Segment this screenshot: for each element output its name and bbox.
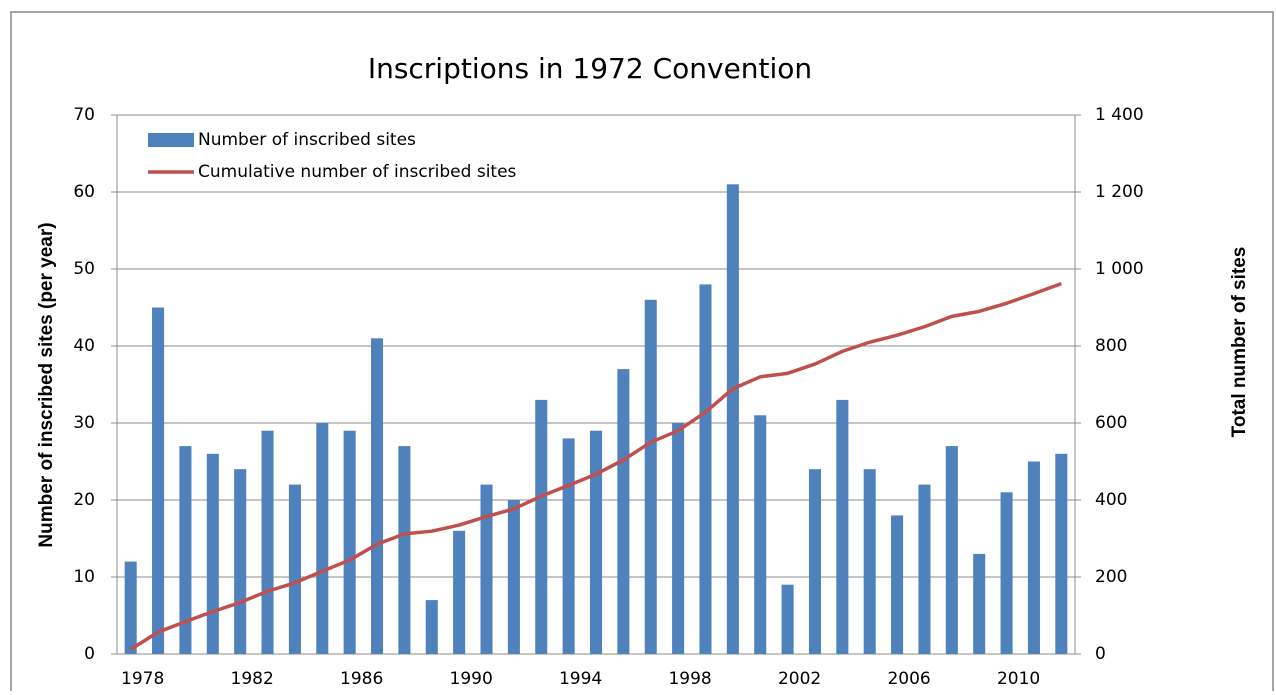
bar — [1027, 461, 1040, 654]
bar — [891, 515, 904, 654]
bar — [836, 399, 849, 654]
legend-label: Number of inscribed sites — [198, 130, 416, 150]
y-tick-label: 10 — [73, 567, 95, 587]
x-tick-label: 1978 — [121, 669, 164, 689]
y2-axis-title: Total number of sites — [1229, 247, 1250, 438]
line — [129, 281, 1062, 651]
bar — [781, 584, 794, 654]
chart-title: Inscriptions in 1972 Convention — [368, 52, 812, 85]
bar — [699, 284, 712, 654]
bar — [453, 530, 466, 654]
bar — [589, 430, 603, 654]
bar — [562, 438, 575, 654]
bar — [179, 446, 192, 654]
bar — [617, 369, 630, 654]
bar — [918, 484, 931, 654]
x-tick-label: 2010 — [997, 669, 1040, 689]
bar — [425, 600, 438, 654]
y-tick-label: 30 — [73, 413, 95, 433]
y-tick-label: 20 — [73, 490, 95, 510]
x-tick-label: 1986 — [340, 669, 383, 689]
bar — [152, 307, 165, 654]
bar — [726, 184, 739, 655]
y2-tick-label: 0 — [1095, 644, 1106, 664]
x-tick-label: 1990 — [450, 669, 493, 689]
frame — [10, 11, 1274, 695]
x-tick-label: 2002 — [778, 669, 821, 689]
y-tick-label: 70 — [73, 105, 95, 125]
bar — [644, 299, 657, 654]
x-tick-label: 1998 — [668, 669, 711, 689]
bar — [398, 446, 411, 654]
bar — [288, 484, 301, 654]
bar — [672, 423, 685, 654]
bar — [206, 453, 219, 654]
bar — [480, 484, 493, 654]
bar — [261, 430, 274, 654]
bar — [343, 430, 356, 654]
bar — [371, 338, 384, 654]
legend-swatch — [148, 133, 194, 147]
x-tick-label: 1982 — [231, 669, 274, 689]
bar — [507, 500, 520, 654]
y2-tick-label: 1 200 — [1095, 182, 1144, 202]
bar — [863, 469, 876, 654]
bar — [945, 446, 958, 654]
y-tick-label: 60 — [73, 182, 95, 202]
y-tick-label: 50 — [73, 259, 95, 279]
bar — [316, 423, 329, 654]
y-axis-title: Number of inscribed sites (per year) — [36, 222, 57, 547]
legend-label: Cumulative number of inscribed sites — [198, 162, 517, 182]
bar — [1055, 453, 1068, 654]
x-tick-label: 1994 — [559, 669, 602, 689]
bar — [808, 469, 821, 654]
y2-tick-label: 800 — [1095, 336, 1127, 356]
bar — [1000, 492, 1013, 654]
bar — [535, 399, 548, 654]
y-tick-label: 40 — [73, 336, 95, 356]
bar — [754, 415, 767, 654]
bar — [234, 469, 247, 654]
x-tick-label: 2006 — [887, 669, 930, 689]
y-tick-label: 0 — [84, 644, 95, 664]
y2-tick-label: 400 — [1095, 490, 1127, 510]
y2-tick-label: 600 — [1095, 413, 1127, 433]
bar — [124, 561, 137, 654]
y2-tick-label: 1 400 — [1095, 105, 1144, 125]
y2-tick-label: 200 — [1095, 567, 1127, 587]
y2-tick-label: 1 000 — [1095, 259, 1144, 279]
bar — [973, 553, 986, 654]
